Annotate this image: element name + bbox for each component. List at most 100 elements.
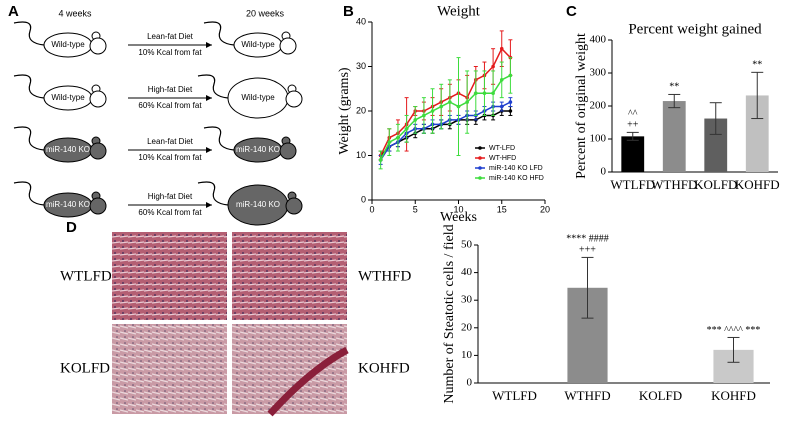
kcal-label: 10% Kcal from fat xyxy=(138,48,202,57)
point xyxy=(499,104,504,109)
x-tick-label: KOLFD xyxy=(694,177,737,192)
point xyxy=(482,91,487,95)
y-tick-label: 0 xyxy=(361,194,366,204)
y-tick-label: 40 xyxy=(356,16,366,26)
point xyxy=(491,91,495,95)
mouse-label: Wild-type xyxy=(51,40,85,49)
image-label: KOHFD xyxy=(358,360,410,376)
mouse-head xyxy=(89,142,107,160)
diet-label: High-fat Diet xyxy=(148,192,193,201)
x-tick-label: WTLFD xyxy=(492,388,537,403)
y-axis-label: Percent of original weight xyxy=(574,33,589,179)
vessel xyxy=(267,346,349,417)
point xyxy=(474,91,478,95)
x-tick-label: 10 xyxy=(453,204,463,214)
annotation: *** ^^^^ *** xyxy=(707,325,761,336)
x-tick-label: KOLFD xyxy=(639,388,682,403)
histology-image xyxy=(112,324,227,414)
mouse-tail xyxy=(13,181,45,206)
histology-image xyxy=(112,232,227,320)
point xyxy=(508,109,513,113)
legend-marker xyxy=(478,166,482,170)
point xyxy=(387,140,392,144)
y-tick-label: 400 xyxy=(590,34,607,46)
y-tick-label: 20 xyxy=(461,321,473,333)
panel-letter: D xyxy=(66,219,77,236)
annotation: ** xyxy=(752,60,762,71)
x-tick-label: WTLFD xyxy=(610,177,655,192)
y-tick-label: 0 xyxy=(601,166,607,178)
x-tick-label: 20 xyxy=(540,204,550,214)
kcal-label: 60% Kcal from fat xyxy=(138,208,202,217)
x-axis-label: Weeks xyxy=(440,210,477,225)
arrow-head xyxy=(206,147,212,153)
bar xyxy=(745,95,769,172)
point xyxy=(508,100,513,104)
kcal-label: 10% Kcal from fat xyxy=(138,153,202,162)
series-line xyxy=(379,47,511,156)
arrow-head xyxy=(206,95,212,101)
point xyxy=(456,104,461,109)
histology-image xyxy=(232,232,347,320)
y-tick-label: 200 xyxy=(590,100,607,112)
histology-image xyxy=(232,324,347,414)
mouse-tail xyxy=(203,21,235,46)
x-tick-label: KOHFD xyxy=(735,177,780,192)
image-label: KOLFD xyxy=(60,360,110,376)
mouse-label: Wild-type xyxy=(51,93,85,102)
mouse-tail xyxy=(197,181,229,206)
panel-letter: B xyxy=(343,3,354,20)
y-axis-label: Number of Steatotic cells / field xyxy=(442,224,457,403)
y-axis-label: Weight (grams) xyxy=(337,67,352,154)
mouse-head xyxy=(89,90,107,108)
time-label: 20 weeks xyxy=(246,8,285,18)
legend-marker xyxy=(478,156,482,160)
y-tick-label: 30 xyxy=(356,61,366,71)
mouse-tail xyxy=(13,74,45,99)
mouse-label: miR-140 KO xyxy=(236,145,280,154)
legend-label: WT-HFD xyxy=(489,155,516,162)
time-label: 4 weeks xyxy=(58,8,92,18)
mouse-label: miR-140 KO xyxy=(236,200,280,209)
mouse-label: Wild-type xyxy=(241,93,275,102)
point xyxy=(508,73,513,78)
annotation: +++ xyxy=(579,245,596,256)
annotation: **** #### xyxy=(566,234,609,245)
y-tick-label: 10 xyxy=(461,349,473,361)
y-tick-label: 50 xyxy=(461,239,473,251)
legend-marker xyxy=(478,176,482,180)
image-label: WTHFD xyxy=(358,268,411,284)
series-line xyxy=(380,101,511,161)
point xyxy=(491,64,495,69)
annotation: ++ xyxy=(627,120,639,131)
x-tick-label: 5 xyxy=(413,204,418,214)
point xyxy=(378,158,383,162)
point xyxy=(430,109,435,113)
point xyxy=(413,118,418,122)
mouse-tail xyxy=(203,126,235,151)
mouse-tail xyxy=(13,126,45,151)
point xyxy=(396,135,400,140)
mouse-head xyxy=(279,37,297,55)
point xyxy=(422,113,426,118)
x-tick-label: WTHFD xyxy=(651,177,697,192)
x-tick-label: WTHFD xyxy=(564,388,610,403)
legend-label: WT-LFD xyxy=(489,145,515,152)
mouse-head xyxy=(89,37,107,55)
point xyxy=(499,78,504,82)
mouse-label: miR-140 KO xyxy=(46,145,90,154)
point xyxy=(499,46,504,51)
point xyxy=(465,100,469,104)
legend-label: miR-140 KO LFD xyxy=(489,165,543,172)
diet-label: High-fat Diet xyxy=(148,85,193,94)
legend-label: miR-140 KO HFD xyxy=(489,175,544,182)
point xyxy=(404,127,409,131)
panel-letter: A xyxy=(8,3,19,20)
mouse-tail xyxy=(197,74,229,99)
y-tick-label: 10 xyxy=(356,150,366,160)
annotation: ** xyxy=(669,82,679,93)
bar xyxy=(704,118,728,172)
y-tick-label: 40 xyxy=(461,266,473,278)
x-tick-label: 0 xyxy=(369,204,374,214)
